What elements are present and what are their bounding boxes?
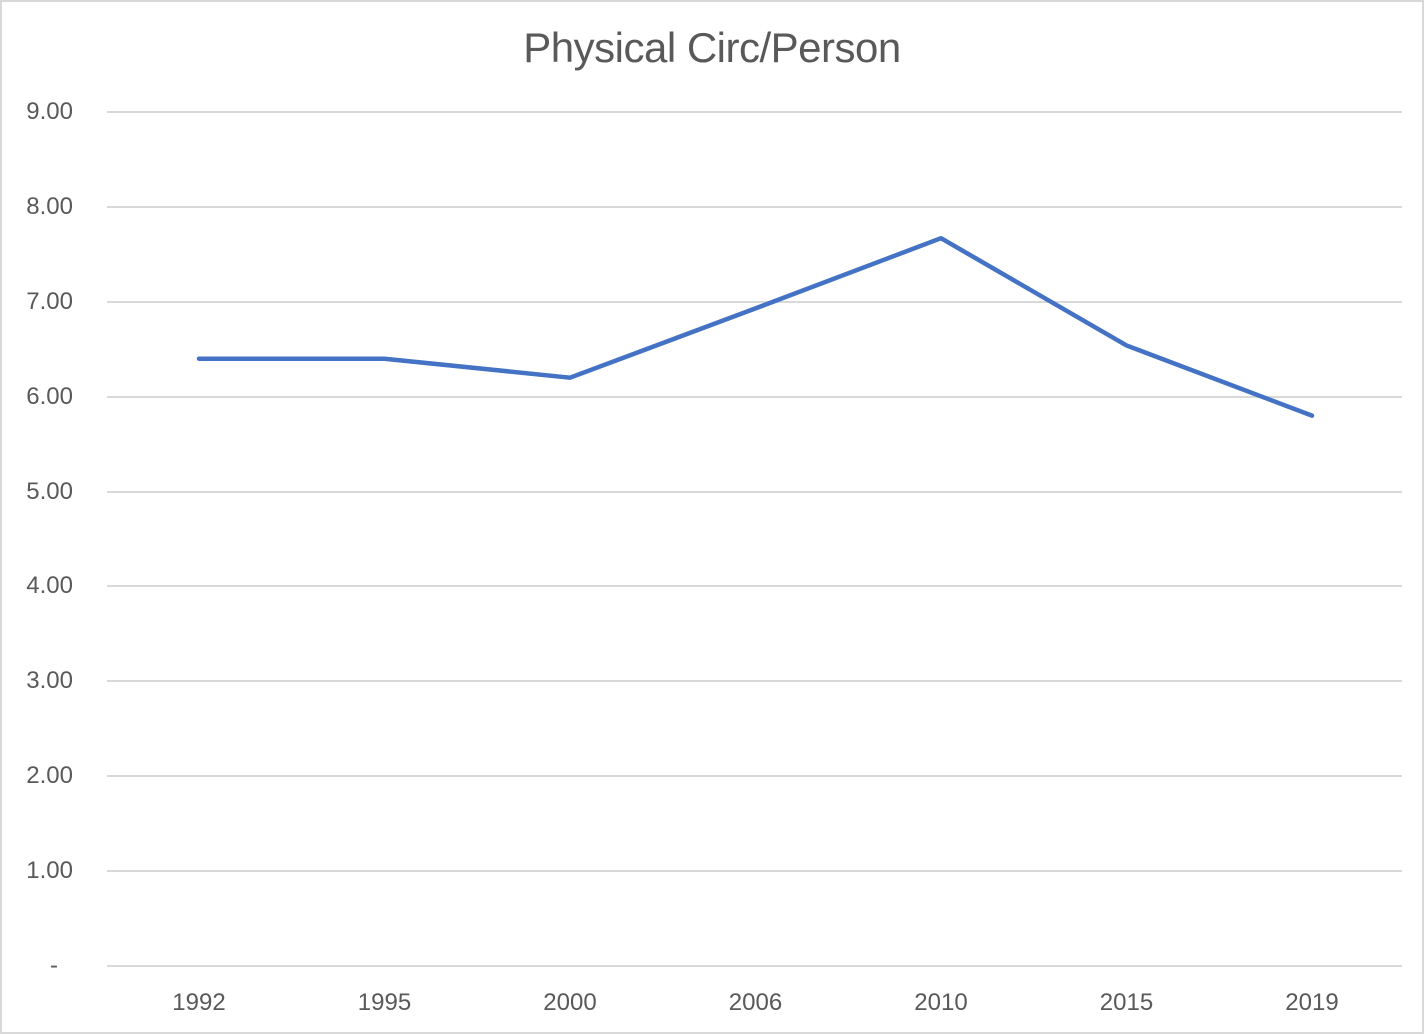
gridline: [107, 775, 1402, 778]
y-axis-tick-label: 7.00: [26, 287, 73, 315]
y-axis-tick-label: 1.00: [26, 857, 73, 885]
y-axis-tick-label: -: [50, 952, 58, 979]
gridline: [107, 300, 1402, 303]
gridline: [107, 870, 1402, 873]
gridline: [107, 965, 1402, 967]
chart-title: Physical Circ/Person: [523, 24, 901, 71]
y-axis-tick-label: 3.00: [26, 667, 73, 695]
y-axis-tick-label: 2.00: [26, 762, 73, 790]
y-axis-tick-label: 6.00: [26, 382, 73, 410]
x-axis-tick-label: 2010: [914, 989, 968, 1016]
x-axis-tick-label: 1995: [357, 989, 412, 1016]
gridline: [107, 205, 1402, 208]
gridline: [107, 111, 1402, 113]
x-axis-tick-label: 2015: [1099, 989, 1154, 1016]
y-axis-tick-label: 4.00: [26, 572, 73, 600]
gridline: [107, 585, 1402, 588]
series-line: [196, 235, 1315, 418]
y-axis-tick-label: 8.00: [26, 192, 73, 220]
x-axis-tick-label: 2000: [543, 989, 597, 1016]
gridline: [107, 680, 1402, 683]
y-axis-tick-label: 5.00: [26, 477, 73, 505]
gridline: [107, 490, 1402, 493]
y-axis-tick-label: 9.00: [26, 98, 73, 125]
x-axis-tick-label: 2019: [1285, 989, 1339, 1016]
gridline: [107, 395, 1402, 398]
x-axis-tick-label: 2006: [728, 989, 783, 1016]
x-axis-tick-label: 1992: [172, 989, 226, 1016]
